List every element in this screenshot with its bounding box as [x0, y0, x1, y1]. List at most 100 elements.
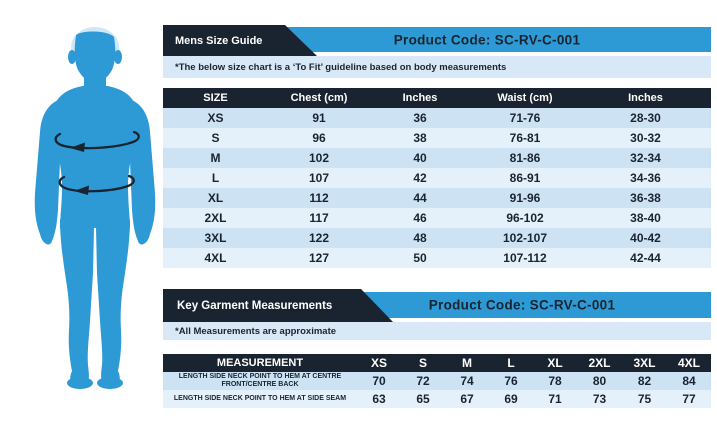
measurement-label: LENGTH SIDE NECK POINT TO HEM AT CENTRE …: [163, 372, 357, 390]
waist-in-cell: 40-42: [580, 228, 711, 248]
waist-cm-cell: 76-81: [470, 128, 580, 148]
value-cell: 63: [357, 390, 401, 408]
waist-cm-cell: 91-96: [470, 188, 580, 208]
size-cell: L: [163, 168, 268, 188]
col-header-m: M: [445, 354, 489, 372]
col-header-xl: XL: [533, 354, 577, 372]
table-row-m: M 102 40 81-86 32-34: [163, 148, 711, 168]
garment-note: *All Measurements are approximate: [163, 322, 711, 340]
chest-cm-cell: 122: [268, 228, 370, 248]
value-cell: 65: [401, 390, 445, 408]
waist-in-cell: 36-38: [580, 188, 711, 208]
chest-cm-cell: 127: [268, 248, 370, 268]
size-cell: XS: [163, 108, 268, 128]
garment-row-centre-length: LENGTH SIDE NECK POINT TO HEM AT CENTRE …: [163, 372, 711, 390]
value-cell: 76: [489, 372, 533, 390]
left-ear-shape: [68, 50, 76, 64]
waist-cm-cell: 71-76: [470, 108, 580, 128]
waist-cm-cell: 81-86: [470, 148, 580, 168]
value-cell: 78: [533, 372, 577, 390]
mens-body-silhouette-figure: [25, 25, 165, 395]
value-cell: 72: [401, 372, 445, 390]
value-cell: 71: [533, 390, 577, 408]
waist-cm-cell: 107-112: [470, 248, 580, 268]
col-header-3xl: 3XL: [622, 354, 667, 372]
measurement-label: LENGTH SIDE NECK POINT TO HEM AT SIDE SE…: [163, 390, 357, 408]
chest-in-cell: 46: [370, 208, 470, 228]
waist-in-cell: 42-44: [580, 248, 711, 268]
table-row-3xl: 3XL 122 48 102-107 40-42: [163, 228, 711, 248]
size-cell: XL: [163, 188, 268, 208]
left-foot-shape: [67, 377, 93, 389]
left-leg-shape: [60, 220, 94, 386]
chest-cm-cell: 117: [268, 208, 370, 228]
value-cell: 80: [577, 372, 622, 390]
size-guide-title: Mens Size Guide: [175, 34, 263, 47]
waist-in-cell: 32-34: [580, 148, 711, 168]
size-chart-table: SIZE Chest (cm) Inches Waist (cm) Inches…: [163, 88, 711, 268]
right-arm-shape: [129, 100, 156, 245]
right-ear-shape: [114, 50, 122, 64]
size-chart-header-row: SIZE Chest (cm) Inches Waist (cm) Inches: [163, 88, 711, 108]
garment-header-row: MEASUREMENT XS S M L XL 2XL 3XL 4XL: [163, 354, 711, 372]
value-cell: 84: [667, 372, 711, 390]
col-header-l: L: [489, 354, 533, 372]
chest-cm-cell: 91: [268, 108, 370, 128]
waist-in-cell: 30-32: [580, 128, 711, 148]
col-header-s: S: [401, 354, 445, 372]
col-header-2xl: 2XL: [577, 354, 622, 372]
chest-arrowhead-icon: [70, 142, 85, 152]
waist-cm-cell: 86-91: [470, 168, 580, 188]
table-row-xl: XL 112 44 91-96 36-38: [163, 188, 711, 208]
table-row-xs: XS 91 36 71-76 28-30: [163, 108, 711, 128]
col-header-waist-cm: Waist (cm): [470, 88, 580, 108]
value-cell: 82: [622, 372, 667, 390]
chest-in-cell: 40: [370, 148, 470, 168]
table-row-4xl: 4XL 127 50 107-112 42-44: [163, 248, 711, 268]
col-header-xs: XS: [357, 354, 401, 372]
waist-arrowhead-icon: [74, 185, 89, 195]
col-header-chest-inches: Inches: [370, 88, 470, 108]
waist-in-cell: 28-30: [580, 108, 711, 128]
garment-row-side-seam-length: LENGTH SIDE NECK POINT TO HEM AT SIDE SE…: [163, 390, 711, 408]
size-guide-note: *The below size chart is a ‘To Fit’ guid…: [163, 56, 711, 78]
waist-cm-cell: 102-107: [470, 228, 580, 248]
chest-in-cell: 44: [370, 188, 470, 208]
value-cell: 69: [489, 390, 533, 408]
chest-in-cell: 48: [370, 228, 470, 248]
torso-shape: [52, 85, 138, 228]
size-cell: 4XL: [163, 248, 268, 268]
garment-measurements-table: MEASUREMENT XS S M L XL 2XL 3XL 4XL LENG…: [163, 354, 711, 408]
chest-in-cell: 42: [370, 168, 470, 188]
chest-in-cell: 50: [370, 248, 470, 268]
chest-in-cell: 38: [370, 128, 470, 148]
size-guide-note-text: *The below size chart is a ‘To Fit’ guid…: [175, 61, 507, 73]
right-foot-shape: [97, 377, 123, 389]
product-code-text: Product Code: SC-RV-C-001: [428, 297, 616, 313]
value-cell: 70: [357, 372, 401, 390]
head-shape: [74, 31, 116, 83]
size-cell: S: [163, 128, 268, 148]
chest-cm-cell: 102: [268, 148, 370, 168]
garment-note-text: *All Measurements are approximate: [175, 325, 337, 337]
value-cell: 77: [667, 390, 711, 408]
mens-body-silhouette: [34, 27, 156, 389]
garment-title: Key Garment Measurements: [177, 299, 333, 312]
waist-circumference-arrow-icon: [58, 174, 135, 193]
value-cell: 73: [577, 390, 622, 408]
col-header-chest-cm: Chest (cm): [268, 88, 370, 108]
waist-in-cell: 34-36: [580, 168, 711, 188]
product-code-text: Product Code: SC-RV-C-001: [393, 32, 581, 47]
size-cell: M: [163, 148, 268, 168]
value-cell: 75: [622, 390, 667, 408]
value-cell: 74: [445, 372, 489, 390]
chest-cm-cell: 107: [268, 168, 370, 188]
chest-in-cell: 36: [370, 108, 470, 128]
col-header-size: SIZE: [163, 88, 268, 108]
waist-in-cell: 38-40: [580, 208, 711, 228]
size-cell: 2XL: [163, 208, 268, 228]
chest-cm-cell: 96: [268, 128, 370, 148]
col-header-measurement: MEASUREMENT: [163, 354, 357, 372]
chest-cm-cell: 112: [268, 188, 370, 208]
